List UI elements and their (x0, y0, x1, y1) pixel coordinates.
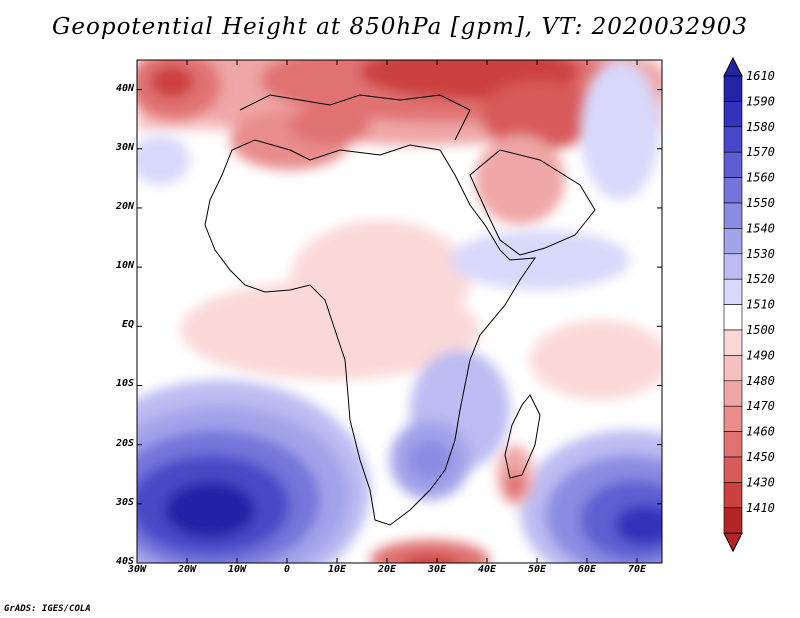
field-atlantic-low (137, 60, 220, 120)
lat-label: 20N (115, 200, 134, 212)
field-south-atlantic-high (137, 380, 370, 563)
lat-label: 10N (115, 260, 134, 272)
lon-label: 60E (577, 564, 597, 575)
colorbar-bottom-arrow (723, 532, 743, 553)
field-southern-africa-high (390, 420, 470, 500)
colorbar-swatch (723, 507, 743, 534)
lon-label: 70E (627, 564, 647, 575)
colorbar-swatch (723, 177, 743, 204)
colorbar-label: 1530 (746, 247, 775, 261)
colorbar-label: 1540 (746, 221, 775, 235)
colorbar-swatch (723, 329, 743, 356)
lon-label: 20E (377, 564, 397, 575)
field-northern-low (137, 60, 662, 225)
colorbar-swatch (723, 380, 743, 407)
lon-label: 20W (177, 564, 197, 575)
colorbar-label: 1410 (746, 501, 775, 515)
lat-label: 10S (115, 378, 134, 390)
height-field (137, 60, 662, 563)
colorbar-label: 1550 (746, 196, 775, 210)
lat-label: EQ (121, 319, 134, 331)
colorbar-swatch (723, 151, 743, 178)
footer-credit: GrADS: IGES/COLA (4, 604, 91, 614)
coastlines (204, 94, 596, 526)
colorbar-swatch (723, 304, 743, 331)
colorbar-label: 1490 (746, 348, 775, 362)
colorbar-label: 1500 (746, 323, 775, 337)
lon-label: 10E (327, 564, 347, 575)
arabia-coastline (469, 149, 596, 256)
africa-coastline (204, 139, 537, 526)
lon-label: 0 (283, 564, 291, 575)
chart-title: Geopotential Height at 850hPa [gpm], VT:… (52, 14, 748, 40)
colorbar: 1610 1590 1580 1570 1560 1550 1540 1530 1520 1510… (723, 56, 775, 553)
colorbar-label: 1510 (746, 298, 775, 312)
field-south-indian-high (520, 430, 662, 563)
madagascar-coastline (504, 394, 541, 479)
colorbar-label: 1460 (746, 425, 775, 439)
lat-label: 40S (115, 556, 134, 567)
colorbar-top-arrow (723, 56, 743, 77)
lon-label: 50E (527, 564, 547, 575)
lat-label: 30N (115, 141, 134, 153)
colorbar-label: 1570 (746, 145, 775, 159)
lon-label: 10W (227, 564, 247, 575)
colorbar-swatch (723, 482, 743, 509)
colorbar-swatch (723, 101, 743, 128)
lon-label: 30E (427, 564, 447, 575)
lon-label: 30W (127, 564, 147, 575)
colorbar-label: 1520 (746, 272, 775, 286)
colorbar-label: 1450 (746, 450, 775, 464)
colorbar-swatch (723, 456, 743, 483)
colorbar-swatch (723, 355, 743, 382)
colorbar-swatch (723, 75, 743, 102)
colorbar-label: 1590 (746, 94, 775, 108)
mediterranean-coast (239, 94, 471, 141)
lat-label: 30S (115, 496, 134, 508)
colorbar-swatch (723, 202, 743, 229)
axis-ticks (136, 60, 662, 564)
colorbar-label: 1470 (746, 399, 775, 413)
colorbar-swatch (723, 253, 743, 280)
colorbar-swatch (723, 431, 743, 458)
colorbar-swatch (723, 278, 743, 305)
colorbar-label: 1430 (746, 475, 775, 489)
colorbar-label: 1610 (746, 69, 775, 83)
lat-label: 40N (115, 82, 134, 94)
lon-label: 40E (477, 564, 497, 575)
colorbar-swatch (723, 228, 743, 255)
colorbar-label: 1580 (746, 120, 775, 134)
colorbar-swatch (723, 126, 743, 153)
plot-frame (136, 59, 663, 564)
colorbar-label: 1480 (746, 374, 775, 388)
lat-label: 20S (115, 437, 134, 449)
colorbar-label: 1560 (746, 171, 775, 185)
colorbar-swatch (723, 405, 743, 432)
